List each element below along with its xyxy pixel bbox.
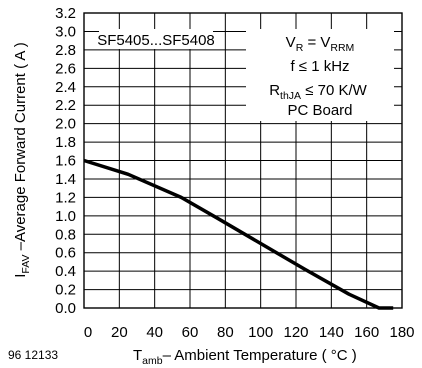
y-tick-label: 0.0 [55,300,76,317]
condition-rthja: RthJA ≤ 70 K/W [269,82,367,102]
x-tick-label: 180 [389,324,414,341]
x-tick-label: 40 [146,324,163,341]
y-tick-labels: 0.00.2 0.40.6 0.81.0 1.21.41.6 1.82.0 2.22.4 2… [55,5,76,317]
part-range-label: SF5405...SF5408 [97,32,215,49]
y-tick-label: 1.4 [55,171,76,188]
x-tick-label: 140 [319,324,344,341]
x-tick-label: 20 [111,324,128,341]
y-tick-label: 0.2 [55,282,76,299]
condition-vr: VR = VRRM [286,34,355,54]
part-range-box [99,29,213,49]
y-tick-label: 3.2 [55,5,76,22]
x-tick-label: 0 [84,324,92,341]
y-tick-label: 1.6 [55,153,76,170]
y-tick-label: 1.0 [55,208,76,225]
y-tick-label: 0.8 [55,226,76,243]
y-tick-label: 1.2 [55,189,76,206]
y-tick-label: 1.8 [55,134,76,151]
document-number: 96 12133 [8,348,58,362]
x-tick-label: 120 [283,324,308,341]
x-tick-label: 100 [248,324,273,341]
x-tick-labels: 0 20 40 60 80 100 120 140 160 180 [84,324,415,341]
conditions-box [246,29,394,121]
condition-frequency: f ≤ 1 kHz [290,58,349,75]
y-tick-label: 0.4 [55,263,76,280]
x-tick-label: 160 [354,324,379,341]
x-tick-label: 80 [217,324,234,341]
y-tick-label: 2.6 [55,60,76,77]
x-axis-title: Tamb– Ambient Temperature ( °C ) [133,347,357,367]
y-tick-label: 2.8 [55,42,76,59]
y-tick-label: 2.0 [55,116,76,133]
derating-curve [83,158,394,310]
y-axis-title: IFAV –Average Forward Current ( A ) [12,42,32,278]
y-tick-label: 0.6 [55,245,76,262]
condition-board: PC Board [287,102,352,119]
y-tick-label: 2.2 [55,97,76,114]
y-tick-label: 2.4 [55,79,76,96]
y-tick-label: 3.0 [55,23,76,40]
x-tick-label: 60 [182,324,199,341]
